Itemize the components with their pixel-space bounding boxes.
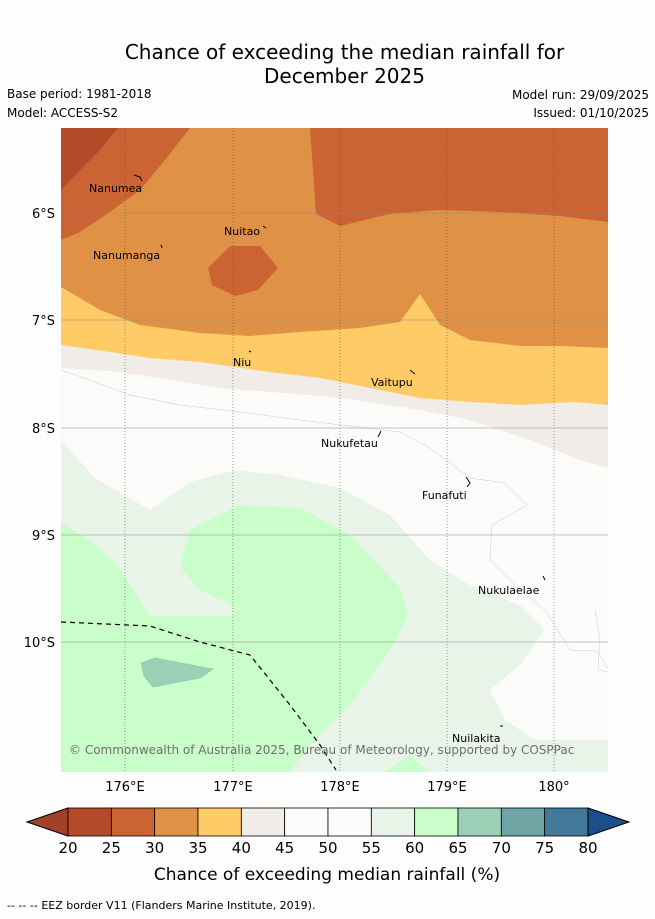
band-25-30-top	[310, 128, 608, 226]
colorbar-swatch	[240, 807, 286, 837]
band-60-65-small	[385, 755, 428, 772]
colorbar-tick-label: 80	[578, 839, 597, 857]
colorbar-swatches	[67, 807, 589, 837]
map-panel: Nanumea Nuitao Nanumanga Niu Vaitupu Nuk…	[61, 128, 608, 772]
colorbar-swatch	[414, 807, 459, 837]
lat-tick-8s: 8°S	[32, 422, 55, 437]
island-nanumanga	[160, 244, 163, 249]
model-name: Model: ACCESS-S2	[7, 106, 119, 120]
colorbar-swatch	[457, 807, 502, 837]
lat-tick-10s: 10°S	[24, 636, 55, 651]
place-funafuti: Funafuti	[422, 489, 467, 502]
place-nuilakita: Nuilakita	[452, 732, 501, 745]
colorbar-tick-label: 65	[448, 839, 467, 857]
island-funafuti	[465, 476, 471, 488]
eez-legend-symbol: -- -- --	[7, 899, 38, 912]
colorbar-tick-label: 40	[232, 839, 251, 857]
island-niu	[248, 350, 252, 353]
base-period: Base period: 1981-2018	[7, 87, 152, 101]
place-vaitupu: Vaitupu	[371, 376, 413, 389]
lon-tick-178e: 178°E	[320, 780, 360, 795]
latitude-gridlines	[61, 212, 608, 643]
colorbar-swatch	[67, 807, 112, 837]
eez-legend-text: EEZ border V11 (Flanders Marine Institut…	[41, 899, 316, 912]
title-line-1: Chance of exceeding the median rainfall …	[124, 40, 565, 64]
eez-border	[61, 621, 337, 771]
lon-tick-176e: 176°E	[105, 780, 145, 795]
band-60-65	[61, 505, 408, 772]
latitude-tick-labels: 6°S 7°S 8°S 9°S 10°S	[24, 207, 55, 651]
place-niu: Niu	[233, 356, 251, 369]
band-25-30-blob	[208, 246, 278, 296]
colorbar-swatch	[110, 807, 156, 837]
lon-tick-180: 180°	[538, 780, 569, 795]
lon-tick-177e: 177°E	[213, 780, 253, 795]
place-labels: Nanumea Nuitao Nanumanga Niu Vaitupu Nuk…	[89, 182, 540, 745]
model-run: Model run: 29/09/2025	[511, 88, 649, 102]
place-nukulaelae: Nukulaelae	[478, 584, 540, 597]
copyright-notice: © Commonwealth of Australia 2025, Bureau…	[69, 743, 574, 757]
lat-tick-9s: 9°S	[32, 529, 55, 544]
band-65-70	[140, 657, 214, 688]
lon-tick-179e: 179°E	[427, 780, 467, 795]
band-20-25	[61, 128, 118, 190]
colorbar-tick-label: 35	[188, 839, 207, 857]
place-nuitao: Nuitao	[224, 225, 260, 238]
colorbar-tick-label: 75	[535, 839, 554, 857]
colorbar-tick-label: 60	[405, 839, 424, 857]
colorbar-swatch	[327, 807, 372, 837]
island-nuitao	[262, 225, 267, 229]
colorbar-label: Chance of exceeding median rainfall (%)	[154, 865, 500, 885]
colorbar-swatch	[197, 807, 242, 837]
colorbar-tick-label: 55	[362, 839, 381, 857]
lat-tick-6s: 6°S	[32, 207, 55, 222]
longitude-gridlines	[124, 128, 555, 772]
colorbar-swatch	[284, 807, 329, 837]
issued-date: Issued: 01/10/2025	[533, 106, 649, 120]
colorbar-swatch	[370, 807, 416, 837]
island-vaitupu	[409, 369, 416, 375]
colorbar-tick-label: 50	[318, 839, 337, 857]
place-nukufetau: Nukufetau	[321, 437, 378, 450]
eez-legend: -- -- -- EEZ border V11 (Flanders Marine…	[7, 899, 315, 912]
island-nukulaelae	[542, 575, 546, 581]
island-nanumea	[133, 174, 143, 182]
place-nanumanga: Nanumanga	[93, 249, 160, 262]
island-markers	[133, 174, 546, 727]
place-nanumea: Nanumea	[89, 182, 142, 195]
colorbar-swatch	[500, 807, 546, 837]
island-nukufetau	[377, 430, 382, 438]
colorbar-over-arrow	[587, 807, 631, 837]
colorbar-tick-labels: 20 25 30 35 40 45 50 55 60 65 70 75 80	[58, 839, 597, 857]
colorbar-tick-label: 25	[102, 839, 121, 857]
contour-line-2	[594, 609, 608, 673]
colorbar-tick-label: 20	[58, 839, 77, 857]
colorbar-swatch	[544, 807, 589, 837]
colorbar-under-arrow	[25, 807, 69, 837]
colorbar: 20 25 30 35 40 45 50 55 60 65 70 75 80 Chance of exc…	[25, 807, 631, 885]
title-line-2: December 2025	[264, 64, 425, 88]
colorbar-tick-label: 45	[275, 839, 294, 857]
longitude-tick-labels: 176°E 177°E 178°E 179°E 180°	[105, 780, 569, 795]
colorbar-tick-label: 70	[492, 839, 511, 857]
colorbar-tick-label: 30	[145, 839, 164, 857]
contour-line	[61, 369, 608, 669]
map-title: Chance of exceeding the median rainfall …	[0, 40, 655, 88]
colorbar-swatch	[154, 807, 199, 837]
lat-tick-7s: 7°S	[32, 314, 55, 329]
